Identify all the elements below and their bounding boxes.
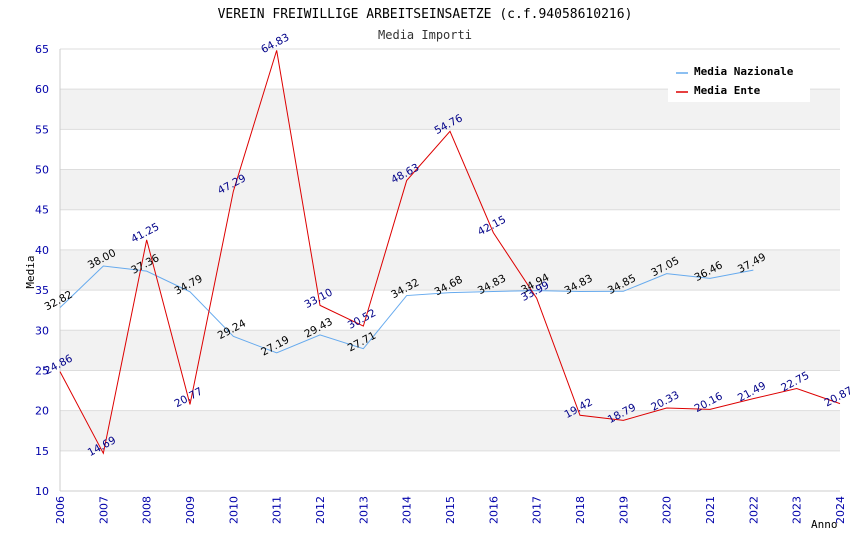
legend-label-media-nazionale: Media Nazionale	[694, 65, 794, 78]
y-tick-label: 25	[35, 364, 49, 377]
legend: Media Nazionale Media Ente	[668, 60, 810, 102]
data-label: 22.75	[779, 370, 811, 395]
series-line-media-ente	[59, 50, 841, 455]
data-label: 64.83	[259, 31, 291, 56]
x-tick-label: 2009	[184, 496, 197, 524]
y-tick-label: 45	[35, 204, 49, 217]
legend-label-media-ente: Media Ente	[694, 84, 761, 97]
grid-band	[60, 169, 840, 210]
x-tick-label: 2021	[704, 496, 717, 524]
data-label: 41.25	[129, 221, 161, 246]
y-tick-label: 35	[35, 284, 49, 297]
y-tick-label: 55	[35, 123, 49, 136]
x-tick-labels: 2006 2007 2008 2009 2010 2011 2012 2013 2014 2015…	[54, 496, 847, 524]
x-tick-label: 2008	[141, 496, 154, 524]
grid-lines	[60, 48, 840, 492]
series-line-media-nazionale	[59, 265, 754, 354]
x-tick-label: 2022	[747, 496, 760, 524]
x-tick-label: 2014	[401, 496, 414, 524]
x-axis-label: Anno	[811, 518, 838, 531]
y-tick-label: 65	[35, 43, 49, 56]
y-tick-label: 20	[35, 405, 49, 418]
data-label: 24.86	[43, 352, 75, 377]
x-tick-label: 2018	[574, 496, 587, 524]
data-label: 42.15	[476, 214, 508, 239]
x-tick-label: 2006	[54, 496, 67, 524]
chart-subtitle: Media Importi	[378, 28, 472, 42]
y-tick-label: 50	[35, 164, 49, 177]
data-label: 20.77	[173, 385, 205, 410]
x-tick-label: 2007	[97, 496, 110, 524]
y-axis-label: Media	[24, 255, 37, 288]
grid-band	[60, 249, 840, 291]
grid-band	[60, 410, 840, 451]
y-tick-label: 60	[35, 83, 49, 96]
y-tick-label: 10	[35, 485, 49, 498]
data-label: 20.87	[823, 385, 850, 410]
x-tick-label: 2010	[227, 496, 240, 524]
grid-bands	[60, 89, 840, 451]
x-tick-label: 2023	[791, 496, 804, 524]
x-tick-label: 2012	[314, 496, 327, 524]
x-tick-label: 2024	[834, 496, 847, 524]
y-tick-label: 40	[35, 244, 49, 257]
y-tick-label: 15	[35, 445, 49, 458]
legend-box	[668, 60, 810, 102]
y-tick-labels: 10 15 20 25 30 35 40 45 50 55 60 65	[35, 43, 49, 498]
grid-band	[60, 330, 840, 371]
data-label: 20.33	[649, 389, 681, 414]
x-tick-label: 2016	[487, 496, 500, 524]
x-tick-label: 2019	[617, 496, 630, 524]
x-tick-label: 2013	[357, 496, 370, 524]
data-label: 30.52	[346, 307, 378, 332]
chart-title: VEREIN FREIWILLIGE ARBEITSEINSAETZE (c.f…	[218, 7, 633, 22]
x-tick-label: 2020	[661, 496, 674, 524]
data-label: 21.49	[736, 380, 768, 405]
y-tick-label: 30	[35, 324, 49, 337]
series-lines	[59, 50, 841, 455]
x-tick-label: 2015	[444, 496, 457, 524]
x-tick-label: 2011	[271, 496, 284, 524]
x-tick-label: 2017	[531, 496, 544, 524]
